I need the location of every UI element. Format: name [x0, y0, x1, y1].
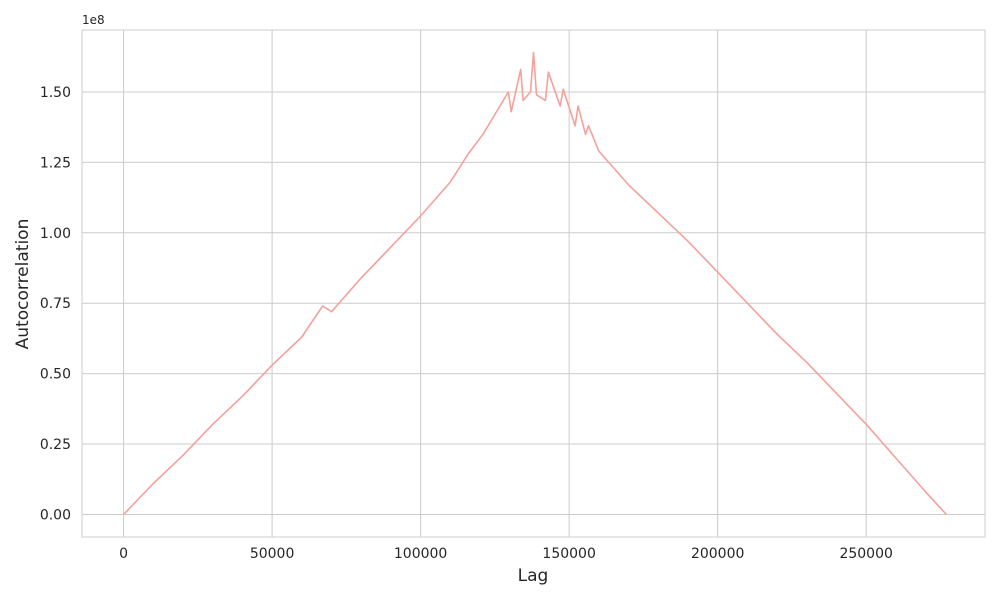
x-tick-label: 200000	[691, 546, 744, 562]
x-tick-label: 150000	[542, 546, 595, 562]
autocorrelation-line	[123, 51, 947, 516]
x-tick-label: 0	[119, 546, 128, 562]
y-tick-label: 0.00	[40, 507, 71, 523]
y-tick-label: 1.00	[40, 226, 71, 242]
y-tick-label: 0.50	[40, 367, 71, 383]
y-tick-label: 0.75	[40, 296, 71, 312]
grid-layer	[82, 30, 985, 537]
x-axis-label: Lag	[518, 566, 549, 586]
y-tick-label: 1.25	[40, 155, 71, 171]
plot-frame	[81, 29, 986, 538]
x-tick-label: 250000	[839, 546, 892, 562]
y-tick-label: 1.50	[40, 85, 71, 101]
tick-labels: 0 50000 100000 150000 200000 250000 0.00 0.25 0.…	[40, 85, 893, 562]
y-axis-label: Autocorrelation	[13, 219, 33, 350]
y-offset-label: 1e8	[82, 13, 105, 27]
x-tick-label: 100000	[394, 546, 447, 562]
x-tick-label: 50000	[250, 546, 295, 562]
y-tick-label: 0.25	[40, 437, 71, 453]
